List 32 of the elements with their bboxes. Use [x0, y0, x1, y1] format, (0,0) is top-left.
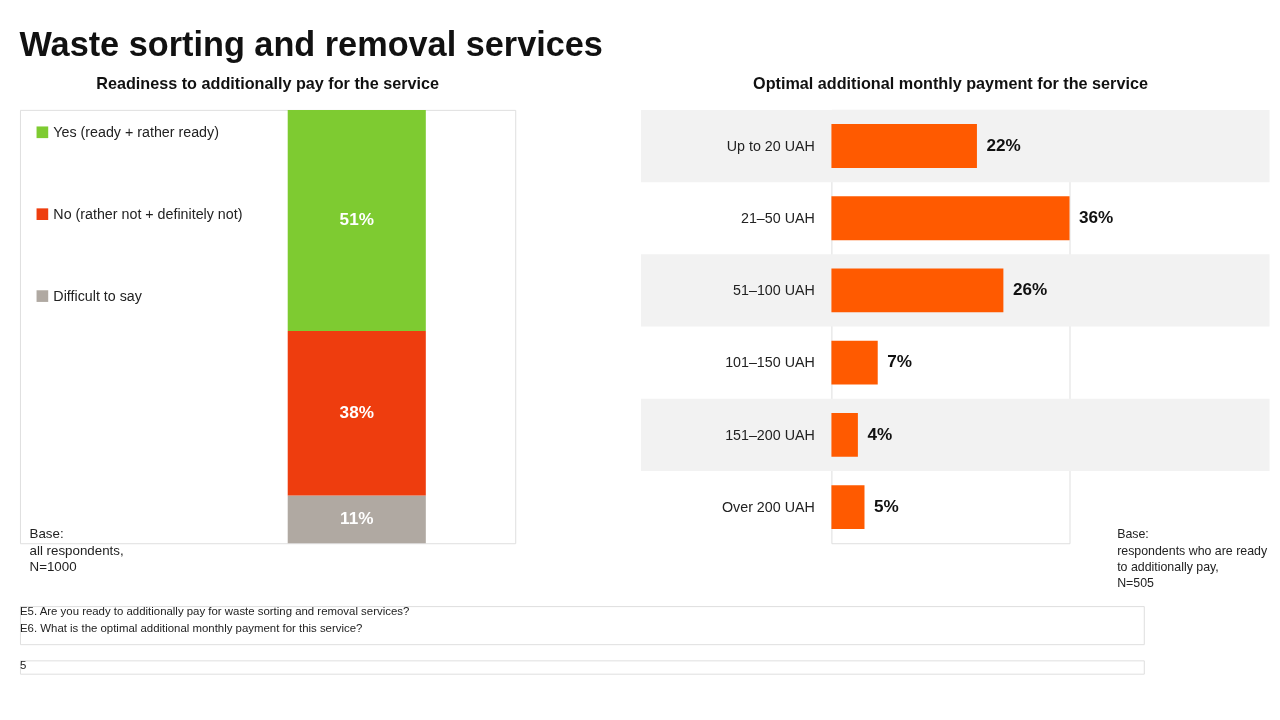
data-label: 36%	[1079, 207, 1114, 227]
data-label: 11%	[340, 508, 374, 529]
y-tick-label: 151–200 UAH	[725, 426, 815, 443]
text: E5. Are you ready to additionally pay for waste sorting and removal services?	[20, 604, 410, 617]
data-label: 26%	[1012, 279, 1048, 300]
bar	[831, 124, 977, 168]
data-label: 4%	[867, 423, 893, 444]
legend-label: Yes (ready + rather ready)	[53, 124, 219, 141]
bar	[831, 268, 1004, 313]
y-tick-label: Up to 20 UAH	[726, 137, 815, 154]
text: Waste sorting and removal services	[19, 25, 603, 64]
data-label: 38%	[339, 402, 374, 422]
y-tick-label: 101–150 UAH	[725, 354, 815, 371]
text: 5	[20, 658, 27, 671]
legend-label: Difficult to say	[53, 287, 143, 304]
chart-title: Readiness to additionally pay for the service	[96, 73, 439, 92]
text: Base: respondents who are ready to additionally pay, N=505	[1117, 527, 1268, 591]
chart-title: Optimal additional monthly payment for the service	[753, 73, 1148, 92]
bar	[831, 340, 878, 385]
bar	[831, 485, 865, 530]
y-tick-label: 51–100 UAH	[733, 282, 815, 299]
bar	[831, 196, 1070, 241]
data-label: 22%	[986, 134, 1021, 155]
data-label: 7%	[887, 351, 913, 372]
bar	[831, 413, 858, 457]
text: Base: all respondents, N=1000	[29, 526, 124, 574]
data-label: 5%	[874, 495, 899, 516]
y-tick-label: 21–50 UAH	[741, 210, 815, 226]
y-tick-label: Over 200 UAH	[722, 498, 815, 515]
legend-label: No (rather not + definitely not)	[53, 205, 243, 222]
text: E6. What is the optimal additional monthly payment for this service?	[20, 621, 363, 634]
data-label: 51%	[339, 209, 374, 230]
